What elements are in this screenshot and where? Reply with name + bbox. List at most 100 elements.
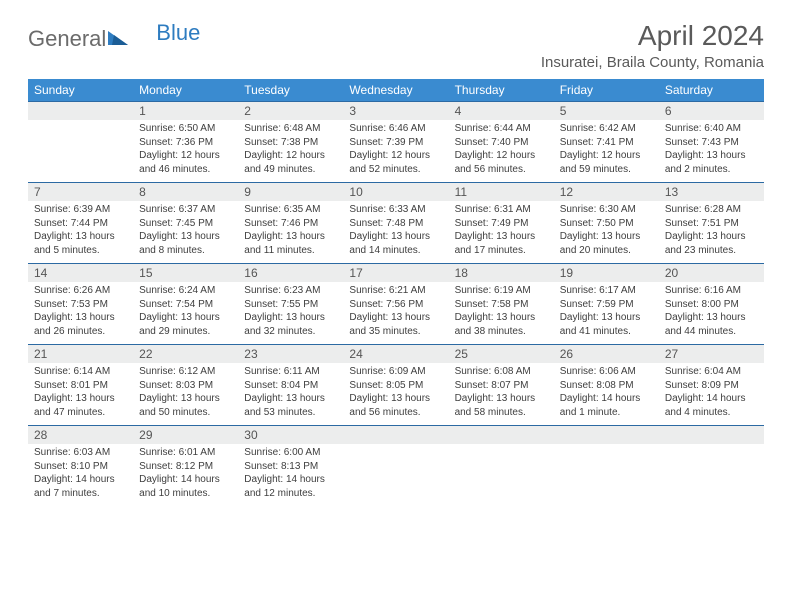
sunset-text: Sunset: 7:51 PM [665,217,758,231]
sunset-text: Sunset: 7:36 PM [139,136,232,150]
day-data-cell: Sunrise: 6:21 AMSunset: 7:56 PMDaylight:… [343,282,448,345]
sunset-text: Sunset: 7:55 PM [244,298,337,312]
sunrise-text: Sunrise: 6:14 AM [34,365,127,379]
weekday-header: Saturday [659,79,764,102]
sunset-text: Sunset: 8:09 PM [665,379,758,393]
page-header: General Blue April 2024 Insuratei, Brail… [28,20,764,71]
day-number-cell: 2 [238,102,343,121]
day-data-row: Sunrise: 6:39 AMSunset: 7:44 PMDaylight:… [28,201,764,264]
day-number-cell [554,426,659,445]
sunset-text: Sunset: 7:49 PM [455,217,548,231]
day-number-cell [449,426,554,445]
sunset-text: Sunset: 8:13 PM [244,460,337,474]
daylight-text: Daylight: 13 hours and 20 minutes. [560,230,653,257]
daylight-text: Daylight: 14 hours and 12 minutes. [244,473,337,500]
day-number-cell: 17 [343,264,448,283]
sunset-text: Sunset: 7:54 PM [139,298,232,312]
sunrise-text: Sunrise: 6:06 AM [560,365,653,379]
sunrise-text: Sunrise: 6:24 AM [139,284,232,298]
day-number-cell: 19 [554,264,659,283]
daynum-row: 123456 [28,102,764,121]
sunset-text: Sunset: 7:48 PM [349,217,442,231]
sunrise-text: Sunrise: 6:50 AM [139,122,232,136]
day-data-cell: Sunrise: 6:03 AMSunset: 8:10 PMDaylight:… [28,444,133,506]
sunrise-text: Sunrise: 6:26 AM [34,284,127,298]
day-data-cell: Sunrise: 6:09 AMSunset: 8:05 PMDaylight:… [343,363,448,426]
day-number-cell: 6 [659,102,764,121]
sunset-text: Sunset: 7:44 PM [34,217,127,231]
day-data-row: Sunrise: 6:26 AMSunset: 7:53 PMDaylight:… [28,282,764,345]
day-data-cell: Sunrise: 6:39 AMSunset: 7:44 PMDaylight:… [28,201,133,264]
day-number-cell [659,426,764,445]
location-text: Insuratei, Braila County, Romania [541,54,764,71]
daynum-row: 282930 [28,426,764,445]
day-number-cell: 1 [133,102,238,121]
day-data-cell: Sunrise: 6:50 AMSunset: 7:36 PMDaylight:… [133,120,238,183]
sunset-text: Sunset: 7:38 PM [244,136,337,150]
day-data-cell: Sunrise: 6:46 AMSunset: 7:39 PMDaylight:… [343,120,448,183]
day-data-cell: Sunrise: 6:48 AMSunset: 7:38 PMDaylight:… [238,120,343,183]
day-number-cell: 4 [449,102,554,121]
sunset-text: Sunset: 7:59 PM [560,298,653,312]
sunrise-text: Sunrise: 6:33 AM [349,203,442,217]
day-number-cell: 3 [343,102,448,121]
day-number-cell: 25 [449,345,554,364]
sunrise-text: Sunrise: 6:30 AM [560,203,653,217]
day-number-cell: 14 [28,264,133,283]
daynum-row: 78910111213 [28,183,764,202]
day-number-cell: 27 [659,345,764,364]
day-number-cell: 30 [238,426,343,445]
day-number-cell: 15 [133,264,238,283]
day-data-cell: Sunrise: 6:14 AMSunset: 8:01 PMDaylight:… [28,363,133,426]
day-data-cell: Sunrise: 6:23 AMSunset: 7:55 PMDaylight:… [238,282,343,345]
day-number-cell: 7 [28,183,133,202]
day-data-cell [28,120,133,183]
daylight-text: Daylight: 13 hours and 53 minutes. [244,392,337,419]
day-data-cell: Sunrise: 6:33 AMSunset: 7:48 PMDaylight:… [343,201,448,264]
sunset-text: Sunset: 7:43 PM [665,136,758,150]
sunset-text: Sunset: 7:39 PM [349,136,442,150]
day-number-cell: 9 [238,183,343,202]
day-number-cell: 13 [659,183,764,202]
brand-part2: Blue [156,20,200,46]
day-data-cell: Sunrise: 6:28 AMSunset: 7:51 PMDaylight:… [659,201,764,264]
day-number-cell: 16 [238,264,343,283]
daylight-text: Daylight: 14 hours and 7 minutes. [34,473,127,500]
sunset-text: Sunset: 7:58 PM [455,298,548,312]
sunrise-text: Sunrise: 6:42 AM [560,122,653,136]
day-number-cell: 12 [554,183,659,202]
sunrise-text: Sunrise: 6:12 AM [139,365,232,379]
daylight-text: Daylight: 13 hours and 47 minutes. [34,392,127,419]
sunset-text: Sunset: 8:08 PM [560,379,653,393]
daylight-text: Daylight: 13 hours and 29 minutes. [139,311,232,338]
sunset-text: Sunset: 8:00 PM [665,298,758,312]
brand-logo: General Blue [28,26,200,52]
sunrise-text: Sunrise: 6:16 AM [665,284,758,298]
day-data-cell: Sunrise: 6:08 AMSunset: 8:07 PMDaylight:… [449,363,554,426]
day-data-cell: Sunrise: 6:37 AMSunset: 7:45 PMDaylight:… [133,201,238,264]
sunrise-text: Sunrise: 6:48 AM [244,122,337,136]
weekday-header: Wednesday [343,79,448,102]
daylight-text: Daylight: 13 hours and 56 minutes. [349,392,442,419]
daylight-text: Daylight: 13 hours and 26 minutes. [34,311,127,338]
day-number-cell: 22 [133,345,238,364]
daylight-text: Daylight: 14 hours and 4 minutes. [665,392,758,419]
title-block: April 2024 Insuratei, Braila County, Rom… [541,20,764,71]
day-data-cell: Sunrise: 6:06 AMSunset: 8:08 PMDaylight:… [554,363,659,426]
daylight-text: Daylight: 13 hours and 32 minutes. [244,311,337,338]
day-number-cell: 28 [28,426,133,445]
daylight-text: Daylight: 12 hours and 52 minutes. [349,149,442,176]
daylight-text: Daylight: 13 hours and 14 minutes. [349,230,442,257]
daylight-text: Daylight: 13 hours and 50 minutes. [139,392,232,419]
day-number-cell: 5 [554,102,659,121]
brand-part1: General [28,26,106,52]
day-data-cell: Sunrise: 6:31 AMSunset: 7:49 PMDaylight:… [449,201,554,264]
day-data-cell: Sunrise: 6:40 AMSunset: 7:43 PMDaylight:… [659,120,764,183]
sunrise-text: Sunrise: 6:44 AM [455,122,548,136]
sunset-text: Sunset: 8:04 PM [244,379,337,393]
daylight-text: Daylight: 13 hours and 38 minutes. [455,311,548,338]
sunset-text: Sunset: 7:40 PM [455,136,548,150]
weekday-header-row: Sunday Monday Tuesday Wednesday Thursday… [28,79,764,102]
day-data-cell: Sunrise: 6:16 AMSunset: 8:00 PMDaylight:… [659,282,764,345]
daylight-text: Daylight: 13 hours and 8 minutes. [139,230,232,257]
